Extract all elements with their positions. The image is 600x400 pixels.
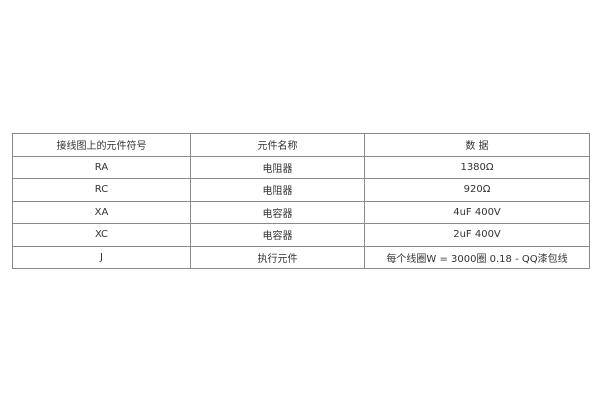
cell-symbol: RA [12,155,191,179]
table-row: RA 电阻器 1380Ω [12,155,590,179]
table-header-row: 接线图上的元件符号 元件名称 数 据 [12,133,590,157]
header-name: 元件名称 [190,133,365,157]
header-data: 数 据 [364,133,590,157]
table-row: XA 电容器 4uF 400V [12,200,590,224]
table-row: RC 电阻器 920Ω [12,178,590,202]
cell-symbol: RC [12,178,191,202]
cell-symbol: XC [12,223,191,247]
cell-symbol: J [12,245,191,269]
table-row: J 执行元件 每个线圈W = 3000圈 0.18 - QQ漆包线 [12,245,590,269]
cell-data: 2uF 400V [364,223,590,247]
cell-name: 电容器 [190,223,365,247]
cell-name: 执行元件 [190,245,365,269]
component-table: 接线图上的元件符号 元件名称 数 据 RA 电阻器 1380Ω RC 电阻器 9… [12,133,590,269]
cell-data: 4uF 400V [364,200,590,224]
table-row: XC 电容器 2uF 400V [12,223,590,247]
cell-symbol: XA [12,200,191,224]
cell-data: 每个线圈W = 3000圈 0.18 - QQ漆包线 [364,245,590,269]
cell-name: 电阻器 [190,178,365,202]
cell-data: 1380Ω [364,155,590,179]
cell-name: 电阻器 [190,155,365,179]
cell-data: 920Ω [364,178,590,202]
header-symbol: 接线图上的元件符号 [12,133,191,157]
cell-name: 电容器 [190,200,365,224]
